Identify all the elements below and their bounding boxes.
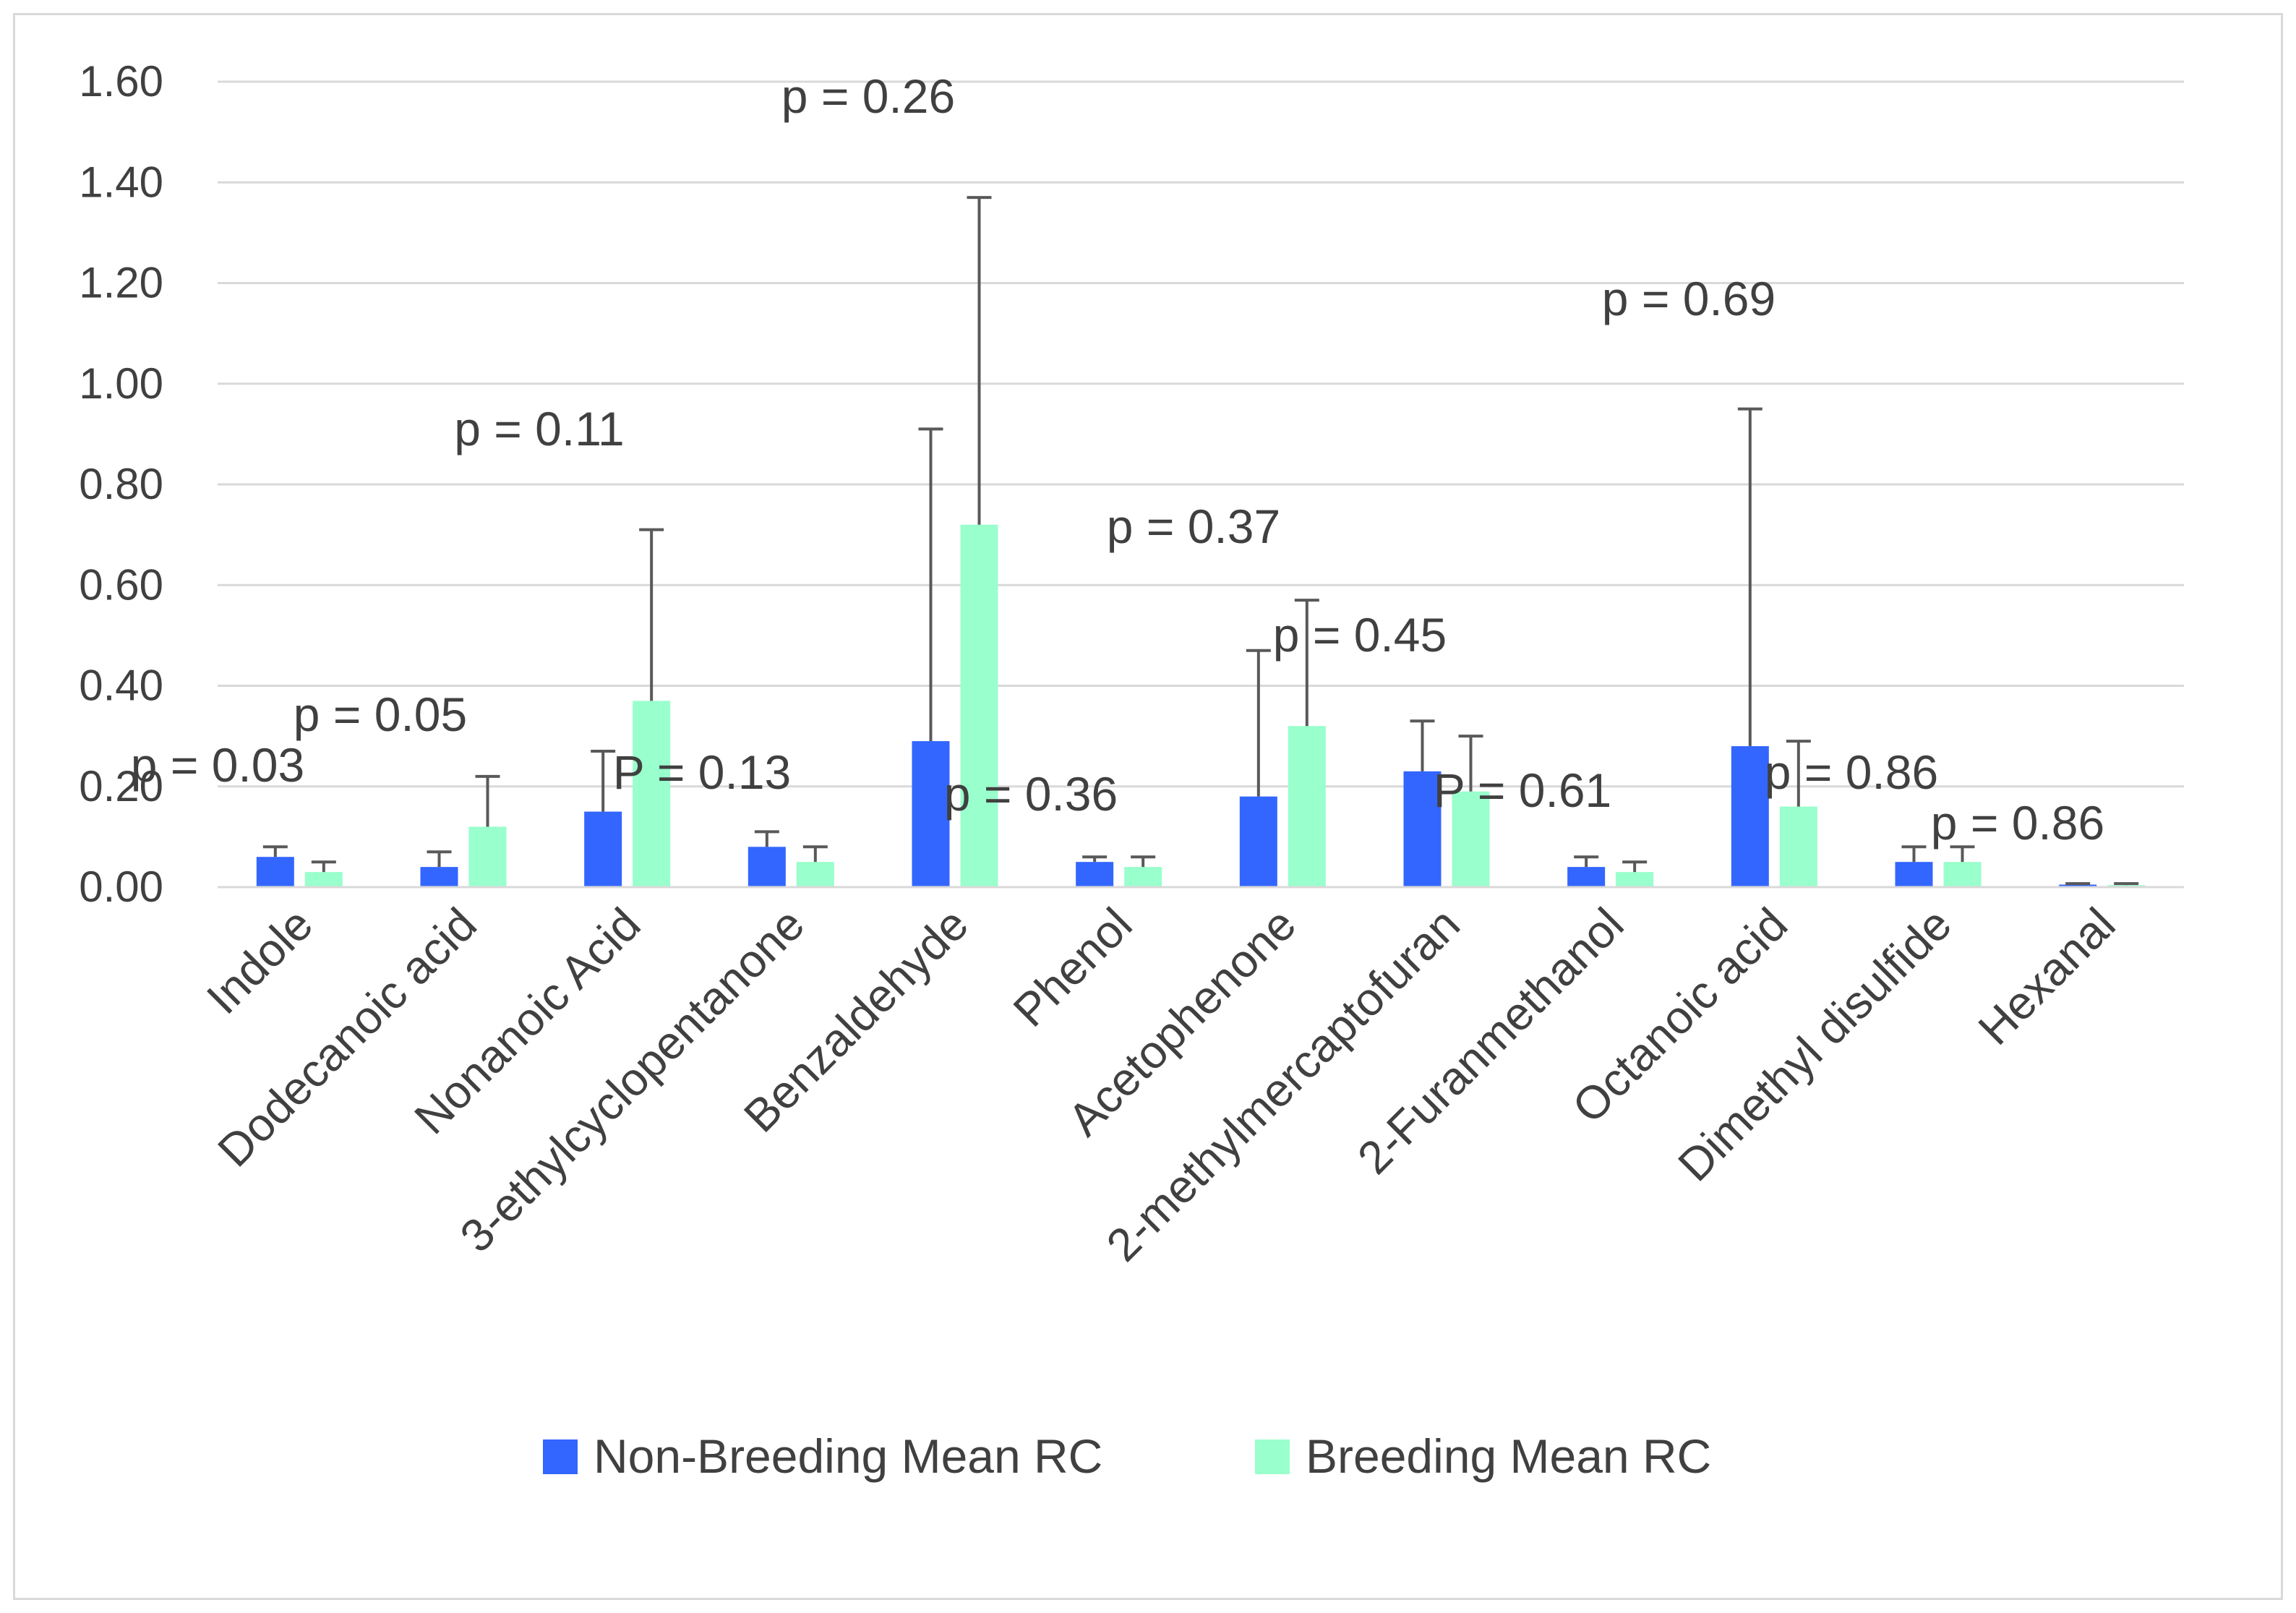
bar-breeding (960, 524, 998, 887)
p-value-label: p = 0.86 (1931, 796, 2104, 850)
bar-non-breeding (256, 857, 294, 887)
p-value-label: p = 0.26 (781, 69, 955, 123)
bar-non-breeding (912, 741, 950, 887)
bar-breeding (1779, 806, 1817, 887)
legend-label: Breeding Mean RC (1306, 1429, 1711, 1483)
error-bars (262, 196, 2139, 886)
bar-non-breeding (2059, 884, 2097, 887)
bar-breeding (468, 826, 507, 887)
bar-chart: 0.00 0.20 0.40 0.60 0.80 1.00 1.20 1.40 1.60 Ind… (79, 57, 2184, 1483)
error-bar (1410, 719, 1435, 771)
bar-breeding (1124, 867, 1162, 887)
error-bar (1458, 735, 1483, 792)
error-bar (262, 845, 288, 857)
y-axis-ticks: 0.00 0.20 0.40 0.60 0.80 1.00 1.20 1.40 1.60 (79, 57, 163, 911)
error-bar (1131, 855, 1156, 868)
bar-breeding (304, 872, 343, 887)
y-tick-label: 1.20 (79, 259, 163, 307)
legend-label: Non-Breeding Mean RC (594, 1429, 1102, 1483)
error-bar (2114, 882, 2139, 886)
error-bar (1294, 599, 1319, 727)
bar-non-breeding (1076, 862, 1114, 887)
p-value-annotations: p = 0.03p = 0.05 p = 0.11 P = 0.13 p = 0.26… (131, 69, 2104, 850)
error-bar (1901, 845, 1927, 863)
error-bar (1950, 845, 1975, 863)
category-label: Indole (197, 898, 322, 1024)
gridlines (218, 80, 2184, 788)
error-bar (1622, 860, 1648, 873)
bar-breeding (796, 862, 834, 887)
y-tick-label: 0.60 (79, 560, 163, 609)
bar-breeding (633, 701, 671, 887)
y-tick-label: 0.00 (79, 863, 163, 911)
p-value-label: P = 0.61 (1434, 763, 1612, 817)
p-value-label: p = 0.11 (454, 402, 624, 455)
legend-item: Non-Breeding Mean RC (543, 1429, 1102, 1483)
error-bar (2065, 882, 2091, 886)
bar-non-breeding (1731, 746, 1769, 887)
p-value-label: p = 0.45 (1273, 608, 1447, 662)
error-bar (1574, 855, 1599, 868)
error-bar (475, 774, 500, 827)
error-bar (754, 830, 779, 847)
bars (256, 524, 2146, 887)
category-label: Phenol (1003, 898, 1142, 1037)
bar-breeding (1452, 791, 1490, 887)
y-tick-label: 1.40 (79, 158, 163, 206)
p-value-label: p = 0.69 (1602, 272, 1775, 325)
error-bar (1246, 649, 1271, 797)
error-bar (639, 528, 664, 701)
error-bar (427, 850, 452, 868)
y-tick-label: 0.20 (79, 762, 163, 810)
error-bar (1737, 407, 1762, 747)
error-bar (1082, 855, 1108, 863)
p-value-label: P = 0.13 (613, 745, 792, 799)
bar-non-breeding (584, 811, 622, 887)
p-value-label: p = 0.37 (1107, 500, 1280, 553)
error-bar (918, 427, 943, 742)
error-bar (967, 196, 992, 525)
bar-non-breeding (420, 867, 458, 887)
p-value-label: p = 0.03 (131, 738, 304, 792)
category-label: Dimethyl disulfide (1668, 898, 1961, 1191)
bar-non-breeding (1895, 862, 1933, 887)
y-tick-label: 1.00 (79, 359, 163, 408)
legend-item: Breeding Mean RC (1255, 1429, 1711, 1483)
bar-breeding (1616, 872, 1654, 887)
legend-swatch (543, 1439, 578, 1474)
error-bar (311, 860, 336, 873)
error-bar (1786, 740, 1811, 807)
y-tick-label: 0.80 (79, 460, 163, 508)
chart-frame: 0.00 0.20 0.40 0.60 0.80 1.00 1.20 1.40 1.60 Ind… (13, 13, 2283, 1600)
p-value-label: p = 0.86 (1765, 745, 1938, 799)
p-value-label: p = 0.36 (944, 767, 1118, 821)
bar-non-breeding (748, 847, 786, 887)
legend: Non-Breeding Mean RC Breeding Mean RC (543, 1429, 1711, 1483)
y-tick-label: 1.60 (79, 57, 163, 106)
y-tick-label: 0.40 (79, 662, 163, 710)
error-bar (591, 750, 616, 812)
bar-non-breeding (1567, 867, 1606, 887)
bar-breeding (1288, 726, 1326, 887)
category-label: Hexanal (1969, 898, 2125, 1055)
bar-non-breeding (1239, 796, 1277, 887)
error-bar (802, 845, 828, 863)
legend-swatch (1255, 1439, 1290, 1474)
bar-breeding (1943, 862, 1982, 887)
bar-non-breeding (1403, 771, 1442, 887)
p-value-label: p = 0.05 (294, 688, 467, 741)
